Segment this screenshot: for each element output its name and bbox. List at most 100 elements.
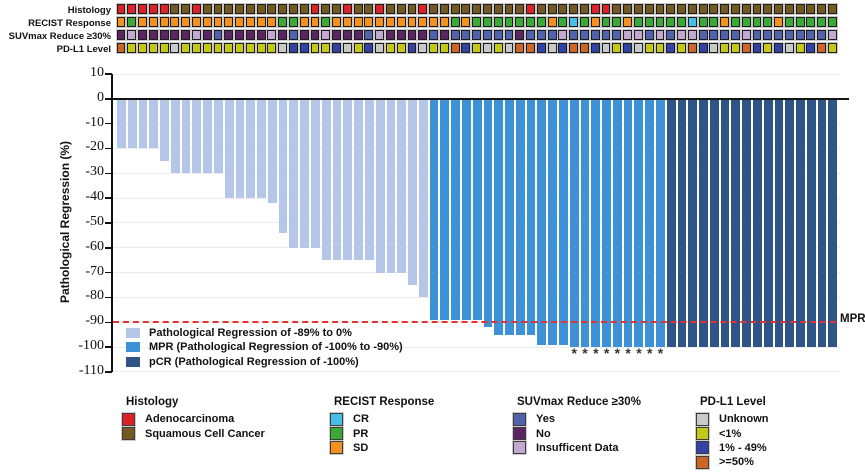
track-cell-suvmax xyxy=(612,30,622,40)
track-cell-recist xyxy=(224,17,234,27)
track-cell-suvmax xyxy=(806,30,816,40)
track-cell-suvmax xyxy=(677,30,686,40)
y-axis-tick xyxy=(105,271,112,274)
plot-legend-label: Pathological Regression of -89% to 0% xyxy=(149,327,352,340)
regression-bar xyxy=(796,98,805,348)
track-cell-suvmax xyxy=(245,30,255,40)
track-cell-pdl1 xyxy=(245,43,255,53)
track-label-suvmax: SUVmax Reduce ≥30% xyxy=(8,31,111,42)
track-cell-pdl1 xyxy=(774,43,783,53)
track-cell-histology xyxy=(127,4,137,14)
track-cell-histology xyxy=(386,4,395,14)
track-cell-pdl1 xyxy=(375,43,385,53)
track-cell-recist xyxy=(547,17,557,27)
track-cell-histology xyxy=(396,4,406,14)
regression-bar xyxy=(278,98,288,233)
legend-group-title: SUVmax Reduce ≥30% xyxy=(517,396,641,408)
track-cell-recist xyxy=(418,17,428,27)
track-cell-recist xyxy=(472,17,482,27)
track-cell-recist xyxy=(752,17,762,27)
track-cell-pdl1 xyxy=(321,43,331,53)
track-cell-suvmax xyxy=(687,30,697,40)
track-cell-pdl1 xyxy=(450,43,460,53)
legend-swatch xyxy=(696,455,709,469)
track-cell-pdl1 xyxy=(633,43,643,53)
track-cell-histology xyxy=(698,4,708,14)
track-cell-suvmax xyxy=(321,30,331,40)
regression-bar xyxy=(332,98,342,261)
track-cell-pdl1 xyxy=(224,43,234,53)
track-cell-recist xyxy=(321,17,331,27)
track-cell-recist xyxy=(245,17,255,27)
track-cell-suvmax xyxy=(558,30,568,40)
track-cell-histology xyxy=(202,4,212,14)
track-cell-histology xyxy=(299,4,309,14)
track-cell-histology xyxy=(181,4,191,14)
regression-bar xyxy=(149,98,159,149)
track-cell-suvmax xyxy=(580,30,589,40)
track-cell-suvmax xyxy=(396,30,406,40)
track-cell-histology xyxy=(439,4,449,14)
track-cell-suvmax xyxy=(116,30,126,40)
track-cell-pdl1 xyxy=(159,43,169,53)
track-cell-histology xyxy=(580,4,589,14)
track-cell-histology xyxy=(191,4,201,14)
track-cell-suvmax xyxy=(278,30,288,40)
track-cell-suvmax xyxy=(752,30,762,40)
regression-bar xyxy=(709,98,719,348)
y-axis-tick xyxy=(105,147,112,150)
track-cell-recist xyxy=(655,17,665,27)
track-cell-suvmax xyxy=(170,30,180,40)
track-cell-histology xyxy=(267,4,277,14)
track-cell-histology xyxy=(655,4,665,14)
legend-item: Squamous Cell Cancer xyxy=(122,426,265,441)
track-cell-pdl1 xyxy=(202,43,212,53)
legend-group-title: PD-L1 Level xyxy=(700,396,766,408)
regression-bar xyxy=(699,98,708,348)
track-cell-suvmax xyxy=(439,30,449,40)
legend-group-3: SUVmax Reduce ≥30% Yes No Insufficent Data xyxy=(513,396,641,455)
y-axis-tick xyxy=(105,296,112,299)
regression-bar xyxy=(440,98,450,320)
regression-bar xyxy=(785,98,795,348)
regression-bar xyxy=(408,98,417,286)
track-cell-recist xyxy=(310,17,320,27)
track-cell-suvmax xyxy=(827,30,837,40)
regression-bar xyxy=(170,98,180,174)
track-cell-histology xyxy=(677,4,686,14)
track-cell-pdl1 xyxy=(483,43,492,53)
track-cell-pdl1 xyxy=(547,43,557,53)
track-cell-suvmax xyxy=(817,30,827,40)
track-cell-recist xyxy=(601,17,611,27)
regression-bar xyxy=(472,98,482,320)
track-cell-pdl1 xyxy=(461,43,471,53)
legend-label: Insufficent Data xyxy=(536,441,619,454)
track-cell-suvmax xyxy=(763,30,773,40)
regression-bar xyxy=(817,98,827,348)
track-cell-pdl1 xyxy=(429,43,438,53)
track-cell-recist xyxy=(461,17,471,27)
plot-legend: Pathological Regression of -89% to 0% MPR… xyxy=(126,326,403,369)
track-cell-histology xyxy=(461,4,471,14)
track-cell-pdl1 xyxy=(332,43,341,53)
track-cell-recist xyxy=(666,17,676,27)
regression-bar xyxy=(505,98,514,335)
track-cell-histology xyxy=(332,4,341,14)
track-cell-histology xyxy=(709,4,719,14)
legend-item: Insufficent Data xyxy=(513,441,641,455)
track-cell-suvmax xyxy=(450,30,460,40)
regression-bar xyxy=(257,98,266,199)
track-cell-recist xyxy=(364,17,374,27)
track-cell-suvmax xyxy=(784,30,794,40)
track-cell-histology xyxy=(483,4,492,14)
track-cell-pdl1 xyxy=(213,43,223,53)
track-cell-histology xyxy=(375,4,385,14)
regression-bar xyxy=(311,98,320,248)
regression-bar xyxy=(246,98,256,199)
y-tick-label: -100 xyxy=(78,338,104,354)
track-cell-histology xyxy=(342,4,352,14)
track-cell-suvmax xyxy=(407,30,417,40)
gridline xyxy=(113,73,840,75)
track-cell-pdl1 xyxy=(407,43,417,53)
regression-bar xyxy=(192,98,202,174)
